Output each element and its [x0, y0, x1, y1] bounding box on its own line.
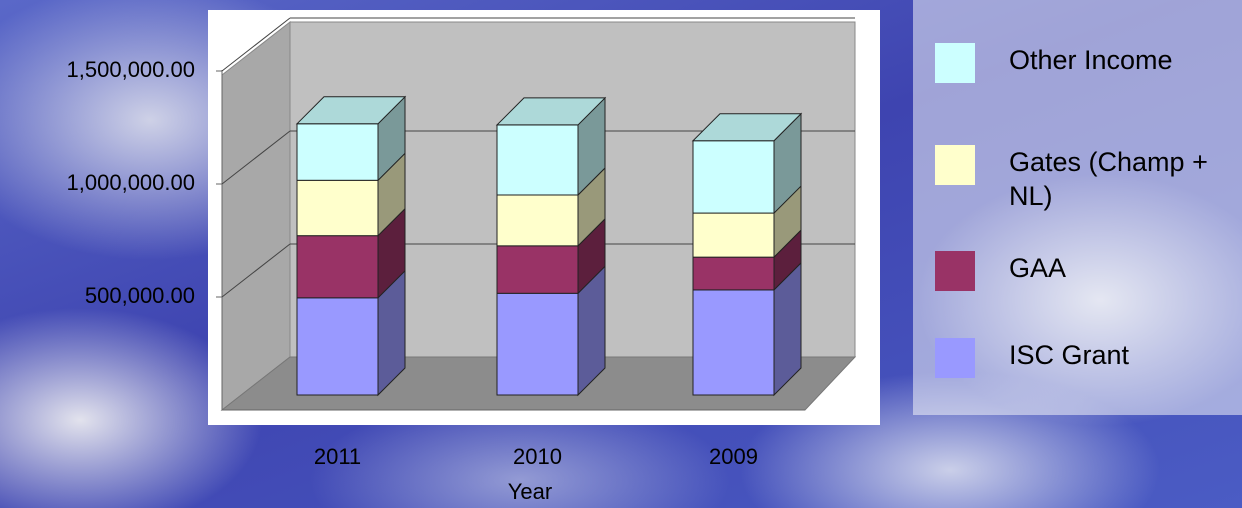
legend-label: Gates (Champ + NL): [1009, 145, 1209, 213]
bar-segment: [497, 293, 578, 395]
bar-segment: [693, 257, 774, 290]
bar-segment: [297, 298, 378, 395]
legend: Other Income Gates (Champ + NL) GAA ISC Gra…: [913, 0, 1242, 415]
bar-segment: [497, 125, 578, 195]
x-tick-label: 2009: [709, 444, 758, 469]
legend-swatch: [935, 145, 975, 185]
bar-segment: [297, 180, 378, 235]
side-wall: [222, 22, 290, 410]
y-tick-label: 1,000,000.00: [67, 170, 195, 195]
bar-segment: [497, 246, 578, 293]
legend-item: ISC Grant: [935, 338, 1239, 378]
bar-segment: [693, 213, 774, 257]
legend-label: GAA: [1009, 251, 1239, 285]
legend-swatch: [935, 338, 975, 378]
legend-item: GAA: [935, 251, 1239, 291]
page: Year 500,000.00 1,000,000.00 1,500,000.00 2…: [0, 0, 1242, 508]
x-tick-label: 2011: [314, 444, 361, 469]
legend-label: ISC Grant: [1009, 338, 1239, 372]
x-axis-title: Year: [508, 479, 552, 504]
legend-label: Other Income: [1009, 43, 1239, 77]
legend-swatch: [935, 43, 975, 83]
y-tick-label: 500,000.00: [85, 283, 195, 308]
y-tick-label: 1,500,000.00: [67, 57, 195, 82]
legend-swatch: [935, 251, 975, 291]
bar-segment: [297, 236, 378, 298]
bar-segment: [693, 141, 774, 213]
bar-segment: [693, 290, 774, 395]
legend-item: Gates (Champ + NL): [935, 145, 1209, 213]
legend-item: Other Income: [935, 43, 1239, 83]
bar-segment: [297, 124, 378, 181]
bar-segment: [497, 195, 578, 246]
x-tick-label: 2010: [513, 444, 562, 469]
